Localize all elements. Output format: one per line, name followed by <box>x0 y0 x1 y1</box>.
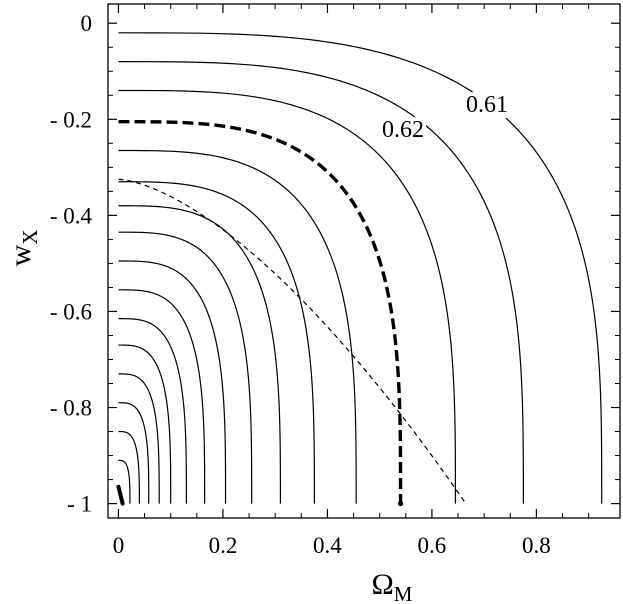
contour-line-13 <box>118 402 150 504</box>
contour-line-7 <box>118 231 253 504</box>
plot-frame <box>107 3 621 519</box>
contour-labels: 0.61 0.62 <box>380 92 510 144</box>
x-tick-label: 0.6 <box>418 533 447 558</box>
y-axis-label: wX <box>4 230 42 267</box>
axis-ticks <box>108 4 620 518</box>
contour-line-15 <box>118 459 131 504</box>
contour-line-3 <box>118 89 457 504</box>
x-axis-label: ΩM <box>372 568 413 604</box>
contour-line-2 <box>118 61 524 504</box>
x-tick-label: 0.2 <box>209 533 238 558</box>
y-tick-label: - 1 <box>67 492 92 517</box>
bold-dashed-curve <box>118 119 403 504</box>
contour-lines <box>116 32 603 507</box>
contour-label-background <box>464 92 510 119</box>
y-tick-label: 0 <box>81 11 93 36</box>
y-tick-label: - 0.2 <box>50 107 92 132</box>
contour-line-1 <box>118 32 603 504</box>
contour-line-9 <box>118 289 206 504</box>
thin-dashed-curve <box>118 178 467 504</box>
contour-label-background <box>380 117 426 144</box>
contour-line-6 <box>118 205 282 504</box>
contour-line-4 <box>118 149 357 504</box>
x-tick-label: 0.8 <box>522 533 551 558</box>
x-tick-label: 0.4 <box>313 533 342 558</box>
contour-line-5 <box>118 181 315 504</box>
contour-label-2: 0.62 <box>382 117 424 143</box>
y-tick-label: - 0.4 <box>50 203 93 228</box>
contour-line-14 <box>118 430 140 504</box>
contour-label-1: 0.61 <box>466 92 508 118</box>
bold-dashed-curve-end-marker <box>397 500 404 507</box>
contour-line-10 <box>118 318 187 504</box>
corner-bold-segment <box>116 484 125 506</box>
x-tick-label: 0 <box>113 533 125 558</box>
contour-line-8 <box>118 260 227 504</box>
contour-line-12 <box>118 373 160 504</box>
y-tick-label: - 0.8 <box>50 396 92 421</box>
y-tick-label: - 0.6 <box>50 299 92 324</box>
tick-labels: 0 0.2 0.4 0.6 0.8 0 - 0.2 - 0.4 - 0.6 - 0.8 - 1 <box>50 11 551 558</box>
contour-line-11 <box>118 344 172 504</box>
